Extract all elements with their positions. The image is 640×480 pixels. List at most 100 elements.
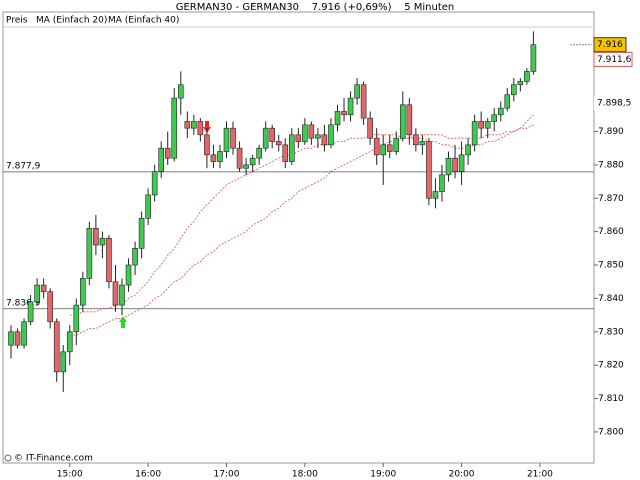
y-tick-label: 7.830: [598, 327, 624, 337]
candle-body: [367, 117, 373, 139]
candle-body: [93, 228, 99, 246]
candle-body: [27, 301, 34, 323]
x-tick-label: 21:00: [527, 470, 553, 480]
footer: © IT-Finance.com: [14, 454, 93, 464]
candle-body: [465, 144, 471, 156]
x-tick-label: 18:00: [292, 470, 318, 480]
candle-body: [236, 147, 243, 169]
candle-body: [269, 127, 276, 142]
chart-title: GERMAN30 - GERMAN30 7.916 (+0,69%) 5 Min…: [176, 2, 455, 13]
candle-body: [66, 331, 73, 353]
candle-body: [8, 331, 14, 346]
candle-body: [145, 194, 151, 219]
candle-body: [177, 84, 184, 99]
candle-body: [106, 238, 112, 283]
legend-price: Preis: [6, 16, 28, 26]
footer-icon: [4, 454, 12, 462]
candle-body: [341, 111, 347, 116]
candle-body: [432, 191, 439, 199]
sell-arrow: [203, 121, 211, 133]
y-tick-label: 7.890: [598, 127, 624, 137]
candle-body: [60, 351, 67, 373]
candle-body: [47, 291, 53, 323]
candle-body: [302, 124, 308, 142]
candle-body: [445, 157, 452, 176]
candle-body: [328, 124, 334, 146]
ma-tag-label: 7.911,6: [597, 55, 632, 65]
candle-body: [40, 284, 47, 293]
candle-body: [413, 134, 419, 146]
candle-body: [99, 238, 106, 246]
candle-body: [321, 134, 328, 146]
candle-body: [262, 127, 269, 149]
candle-body: [419, 141, 426, 146]
candle-body: [511, 84, 517, 96]
candle-body: [452, 157, 458, 172]
x-tick-label: 19:00: [370, 470, 396, 480]
candle-body: [373, 137, 380, 156]
candle-body: [315, 134, 321, 139]
candle-body: [86, 228, 93, 279]
y-tick-label: 7.880: [598, 160, 624, 170]
candle-body: [478, 121, 484, 129]
y-tick-label: 7.840: [598, 294, 624, 304]
candle-body: [530, 44, 537, 72]
candle-body: [439, 174, 445, 192]
buy-arrow: [119, 316, 127, 328]
candle-body: [112, 281, 119, 306]
candle-body: [386, 144, 393, 152]
legend-entry: MA (Einfach 20): [36, 16, 107, 26]
candle-body: [223, 127, 230, 152]
candle-body: [393, 137, 400, 152]
x-tick-label: 15:00: [57, 470, 83, 480]
candle-body: [380, 144, 387, 156]
last-price-label: 7.916: [597, 40, 623, 50]
candle-body: [132, 248, 138, 266]
candle-body: [517, 81, 524, 86]
legend-entry: MA (Einfach 40): [108, 16, 179, 26]
candle-body: [171, 97, 178, 159]
candle-body: [249, 157, 256, 166]
candle-body: [197, 121, 204, 136]
candle-body: [191, 121, 197, 129]
candle-body: [282, 144, 289, 162]
candle-body: [295, 134, 302, 142]
candle-body: [491, 114, 498, 122]
ma-tag-box: [593, 51, 633, 67]
candle-body: [354, 84, 360, 99]
candle-body: [275, 141, 282, 146]
candle-body: [73, 304, 80, 333]
candle-body: [308, 124, 315, 139]
y-tick-label: 7.810: [598, 394, 624, 404]
level-label: 7.877,9: [6, 161, 41, 171]
candle-body: [34, 284, 40, 303]
candle-body: [288, 134, 295, 162]
last-price-box: [593, 37, 627, 53]
plot-frame: [2, 11, 595, 464]
x-tick-label: 20:00: [449, 470, 475, 480]
ma-tag-box: [594, 96, 632, 111]
candle-body: [334, 111, 341, 126]
ma-line: [69, 124, 534, 336]
candle-body: [426, 141, 432, 199]
ma-lines: [69, 114, 534, 336]
candle-body: [164, 147, 171, 159]
ma-tag-label: 7.898,5: [597, 99, 631, 109]
candle-body: [524, 71, 530, 82]
candle-body: [53, 321, 60, 373]
candle-body: [119, 284, 125, 306]
candle-body: [138, 217, 145, 249]
candle-body: [125, 264, 132, 286]
candle-body: [14, 331, 21, 346]
y-tick-label: 7.800: [598, 427, 624, 437]
candle-body: [360, 84, 367, 119]
y-tick-label: 7.870: [598, 194, 624, 204]
level-label: 7.836,9: [6, 298, 41, 308]
candle-body: [458, 154, 465, 172]
candle-body: [204, 134, 210, 156]
ma-line: [69, 114, 534, 316]
candle-body: [497, 107, 504, 116]
x-tick-label: 17:00: [214, 470, 240, 480]
candle-body: [184, 121, 191, 129]
